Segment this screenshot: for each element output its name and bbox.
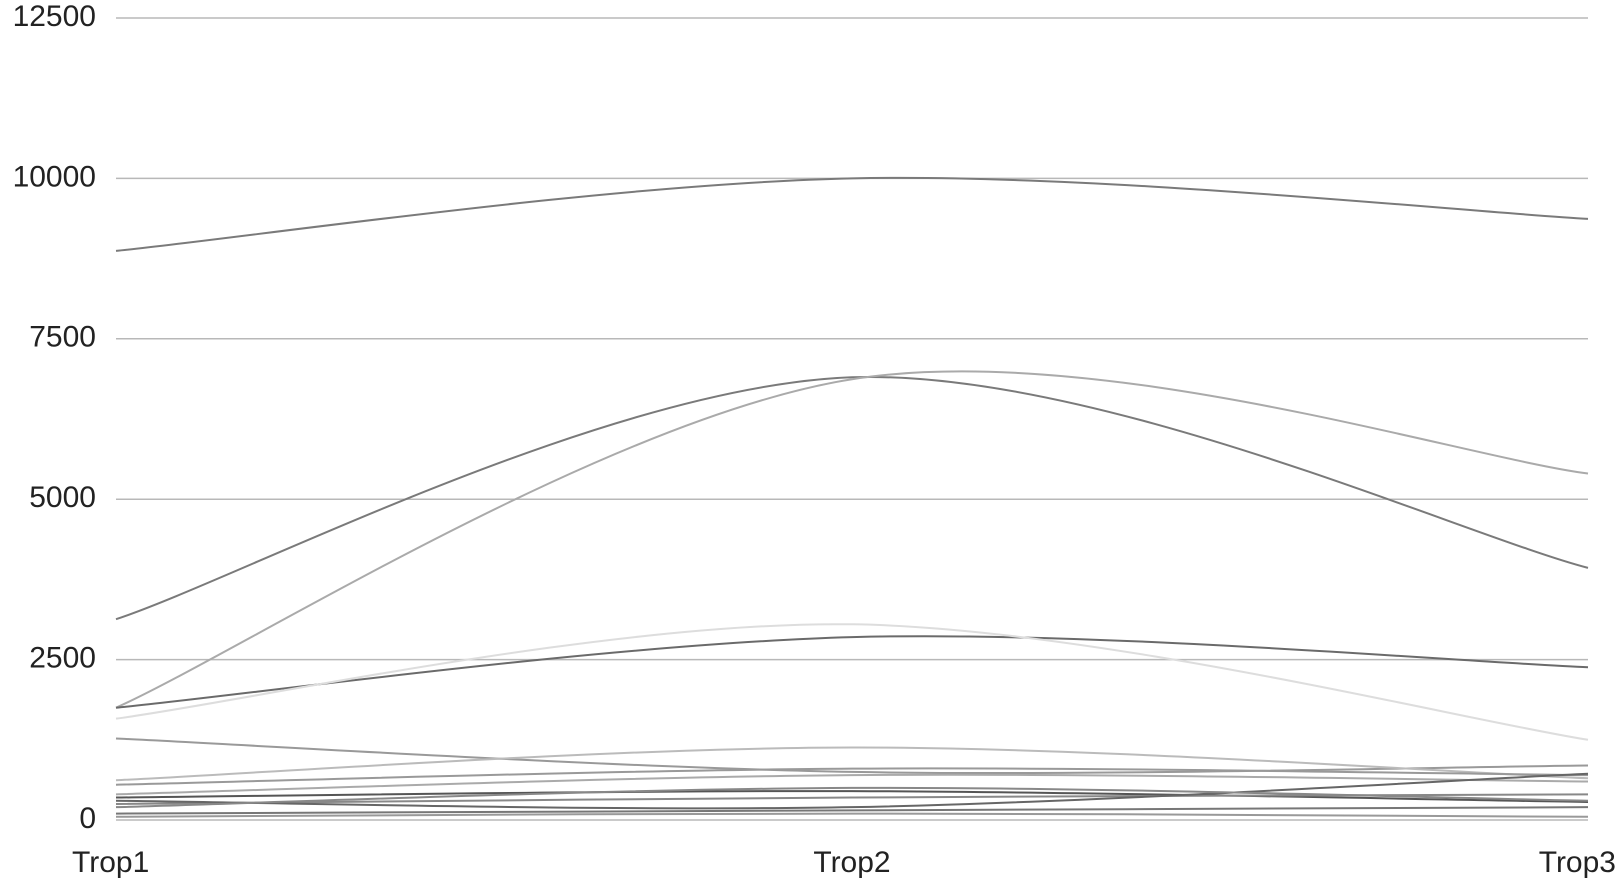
y-tick-label: 10000 bbox=[13, 160, 96, 193]
x-tick-label: Trop3 bbox=[1539, 846, 1616, 879]
series-line bbox=[115, 370, 1589, 709]
series-line bbox=[115, 767, 1589, 786]
series-line bbox=[115, 773, 1589, 796]
y-tick-label: 12500 bbox=[13, 0, 96, 33]
x-tick-label: Trop2 bbox=[813, 846, 890, 879]
series-line bbox=[115, 772, 1589, 810]
series-line bbox=[115, 790, 1589, 804]
series-line bbox=[115, 376, 1589, 621]
x-tick-label: Trop1 bbox=[72, 846, 149, 879]
series-line bbox=[115, 786, 1589, 809]
series-line bbox=[115, 812, 1589, 818]
y-tick-label: 2500 bbox=[29, 642, 96, 675]
y-tick-label: 0 bbox=[79, 802, 96, 835]
series-line bbox=[115, 635, 1589, 709]
y-tick-label: 5000 bbox=[29, 481, 96, 514]
y-tick-label: 7500 bbox=[29, 321, 96, 354]
series-line bbox=[115, 176, 1589, 252]
series-line bbox=[115, 623, 1589, 741]
series-line bbox=[115, 746, 1589, 782]
series-line bbox=[115, 806, 1589, 815]
